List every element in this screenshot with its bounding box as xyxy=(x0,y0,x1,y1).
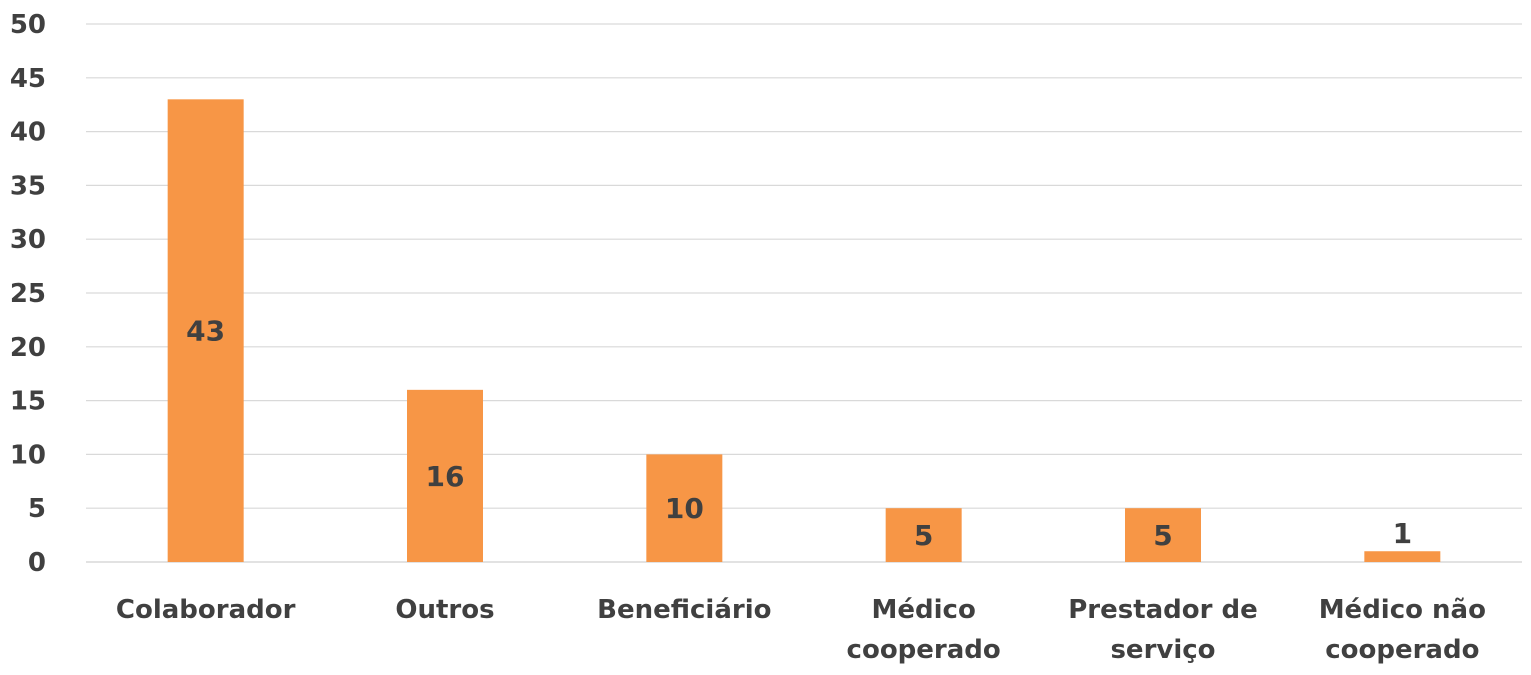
x-tick-label: Médico cooperado xyxy=(847,595,1001,665)
x-tick-label-line: Colaborador xyxy=(116,595,296,625)
bar xyxy=(1125,508,1201,562)
bar xyxy=(407,389,483,562)
y-tick-label: 10 xyxy=(10,440,46,470)
y-tick-label: 5 xyxy=(28,494,46,524)
y-tick-label: 45 xyxy=(10,64,46,94)
x-axis: Colaborador Outros Beneficiário Médico coope… xyxy=(116,595,1486,665)
y-tick-label: 30 xyxy=(10,225,46,255)
y-axis: 0 5 10 15 20 25 30 35 40 45 50 xyxy=(10,10,46,578)
x-tick-label-line: serviço xyxy=(1110,635,1215,665)
bar xyxy=(646,454,723,562)
y-tick-label: 40 xyxy=(10,118,46,148)
gridlines xyxy=(86,23,1522,563)
data-label: 1 xyxy=(1393,517,1412,550)
x-tick-label-line: Beneficiário xyxy=(597,595,771,625)
y-tick-label: 20 xyxy=(10,333,46,363)
data-label: 43 xyxy=(186,315,225,348)
x-tick-label-line: cooperado xyxy=(1325,635,1479,665)
x-tick-label-line: Médico xyxy=(872,595,976,625)
data-label: 16 xyxy=(426,460,465,493)
x-tick-label-line: Prestador de xyxy=(1068,595,1258,625)
x-tick-label: Beneficiário xyxy=(597,595,771,625)
x-tick-label: Médico não cooperado xyxy=(1319,595,1486,665)
x-tick-label: Prestador de serviço xyxy=(1068,595,1258,665)
bars xyxy=(167,99,1441,562)
y-tick-label: 35 xyxy=(10,171,46,201)
x-tick-label-line: cooperado xyxy=(847,635,1001,665)
x-tick-label-line: Outros xyxy=(395,595,494,625)
x-tick-label: Colaborador xyxy=(116,595,296,625)
x-tick-label-line: Médico não xyxy=(1319,595,1486,625)
bar xyxy=(167,99,244,562)
x-tick-label: Outros xyxy=(395,595,494,625)
data-labels: 43 16 10 5 5 1 xyxy=(186,315,1412,552)
data-label: 5 xyxy=(1153,519,1172,552)
data-label: 10 xyxy=(665,492,704,525)
bar xyxy=(885,508,962,562)
y-tick-label: 15 xyxy=(10,387,46,417)
y-tick-label: 0 xyxy=(28,548,46,578)
bar xyxy=(1364,551,1441,562)
data-label: 5 xyxy=(914,519,933,552)
y-tick-label: 50 xyxy=(10,10,46,40)
y-tick-label: 25 xyxy=(10,279,46,309)
